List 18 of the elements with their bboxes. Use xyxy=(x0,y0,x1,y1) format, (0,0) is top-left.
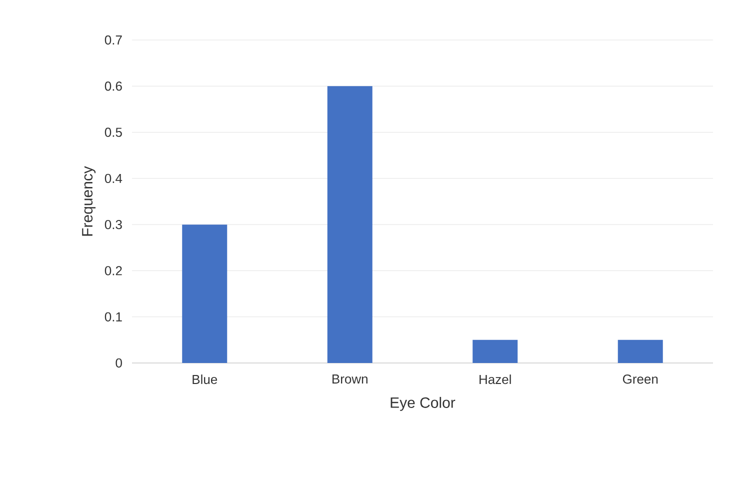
y-tick-label: 0.6 xyxy=(104,82,122,91)
y-axis-title: Frequency xyxy=(82,166,96,236)
y-tick-label: 0 xyxy=(116,358,122,368)
y-tick-label: 0.5 xyxy=(104,128,122,137)
x-tick-label: Brown xyxy=(332,374,368,384)
y-tick-label: 0.3 xyxy=(104,220,122,230)
x-axis-title: Eye Color xyxy=(390,396,456,411)
x-tick-label: Hazel xyxy=(480,374,511,384)
y-tick-label: 0.4 xyxy=(104,174,122,184)
x-tick-label: Green xyxy=(622,374,658,384)
bar xyxy=(472,340,518,363)
bar xyxy=(182,224,228,363)
bar xyxy=(618,340,663,363)
y-tick-label: 0.1 xyxy=(104,312,122,322)
y-tick-label: 0.2 xyxy=(104,266,122,276)
bar xyxy=(327,86,372,363)
x-tick-label: Blue xyxy=(192,374,218,384)
y-tick-label: 0.7 xyxy=(104,35,122,45)
